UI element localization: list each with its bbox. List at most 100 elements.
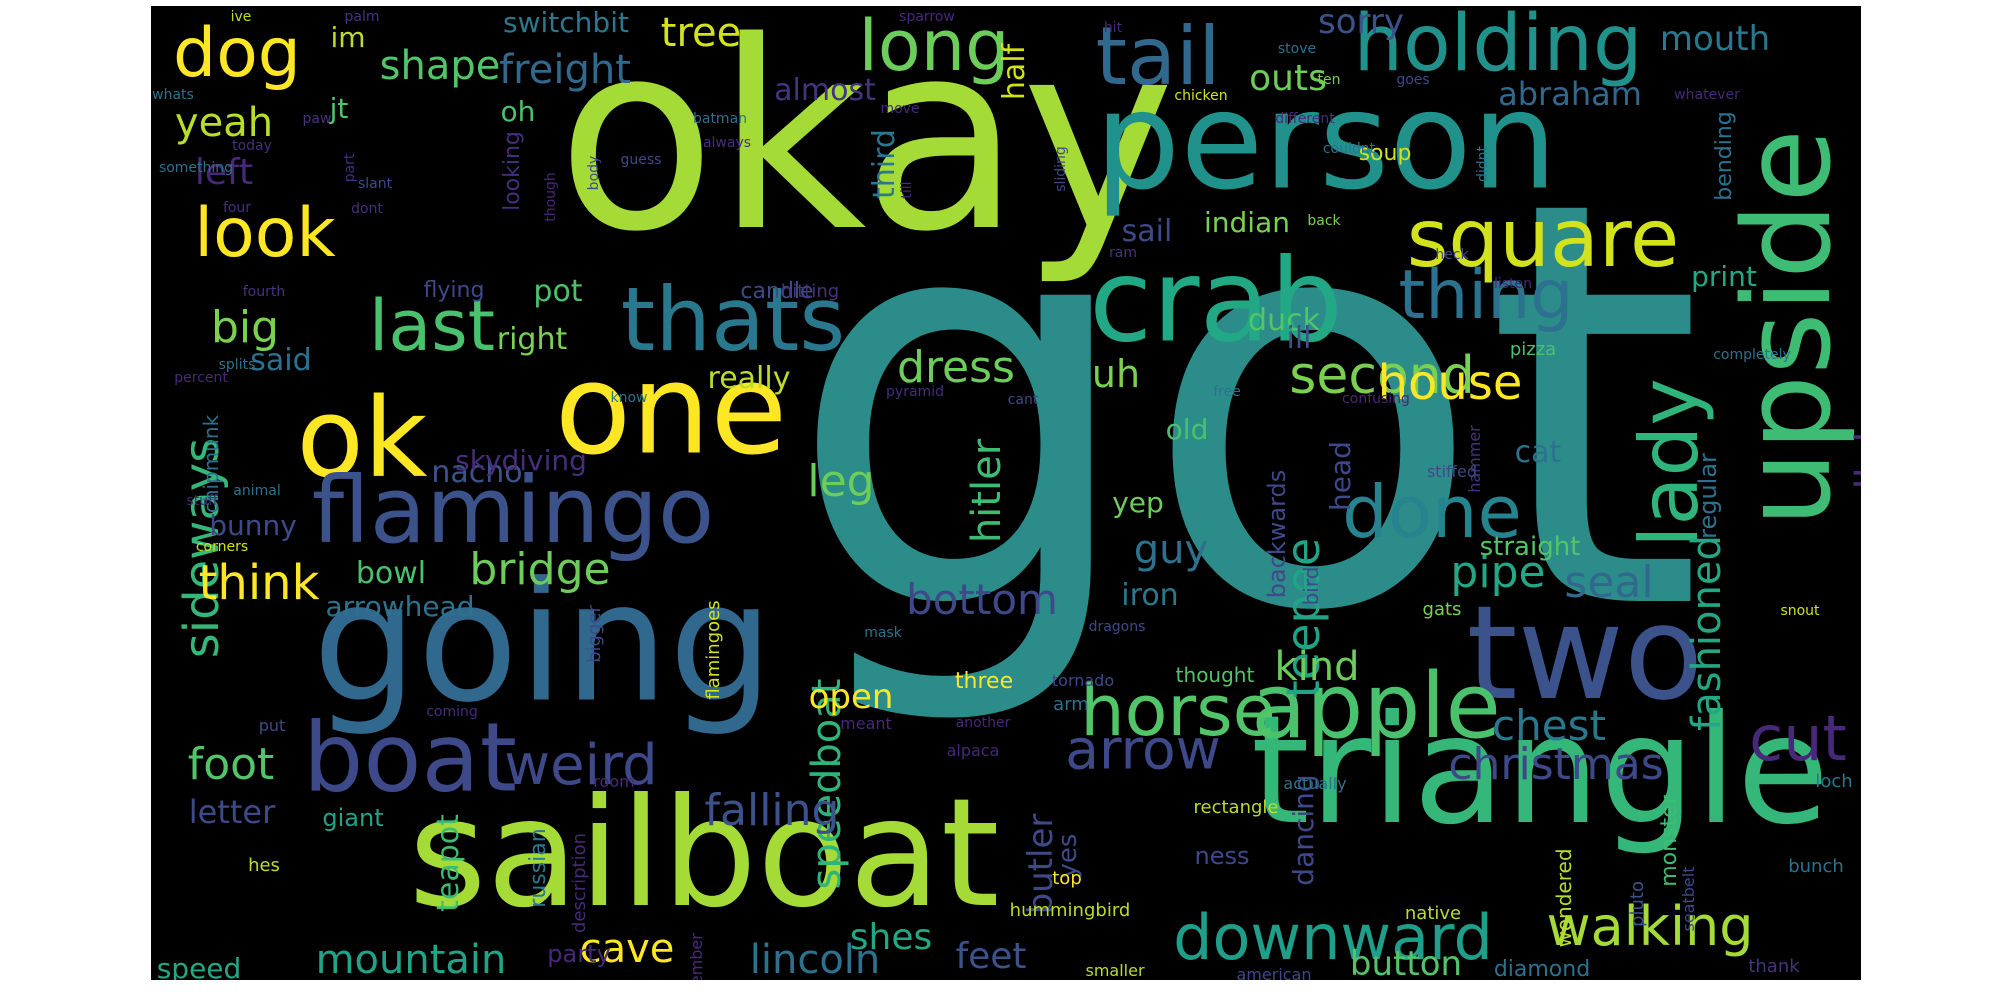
word-top: top (1052, 868, 1082, 889)
word-regular: regular (1694, 453, 1722, 539)
word-falling: falling (704, 785, 840, 836)
word-open: open (808, 677, 894, 717)
word-pipe: pipe (1450, 547, 1546, 598)
word-three: three (954, 669, 1014, 694)
word-body: body (586, 155, 602, 191)
word-palm: palm (344, 9, 380, 25)
word-nacho: nacho (431, 455, 523, 490)
word-bowl: bowl (355, 556, 427, 591)
word-room: room (593, 772, 635, 791)
word-upside: upside (1719, 128, 1858, 528)
word-back: back (1307, 213, 1341, 229)
word-gats: gats (1422, 599, 1462, 620)
word-diamond: diamond (1493, 957, 1591, 981)
word-pot: pot (533, 274, 583, 309)
word-hit: hit (1103, 20, 1123, 36)
word-flamingo: flamingo (311, 457, 715, 564)
word-duck: duck (1248, 303, 1320, 338)
word-splits: splits (218, 357, 256, 373)
word-something: something (158, 160, 234, 176)
word-foot: foot (187, 739, 275, 790)
word-percent: percent (174, 370, 228, 386)
word-till: till (899, 181, 915, 199)
word-third: third (867, 129, 902, 199)
word-thought: thought (1175, 663, 1255, 687)
word-alpaca: alpaca (946, 741, 1000, 760)
word-leg: leg (807, 456, 875, 507)
word-pluto: pluto (1627, 881, 1648, 927)
word-tornado: tornado (1051, 671, 1115, 690)
word-completely: completely (1713, 347, 1791, 363)
word-ok: ok (296, 374, 428, 502)
word-chicken: chicken (1174, 88, 1228, 104)
word-person: person (1094, 62, 1558, 220)
word-couldnt: couldnt (1322, 141, 1376, 157)
word-snout: snout (1780, 603, 1820, 619)
word-yeah: yeah (174, 100, 274, 146)
word-didnt: didnt (1475, 145, 1491, 183)
word-right: right (496, 322, 568, 357)
word-bottom: bottom (906, 575, 1058, 624)
word-party: party (547, 940, 611, 968)
word-native: native (1404, 903, 1462, 924)
word-paw: paw (302, 111, 332, 127)
word-hammer: hammer (1465, 425, 1484, 493)
word-weird: weird (504, 733, 658, 798)
word-shape: shape (379, 43, 501, 89)
word-ill: ill (1286, 321, 1312, 356)
word-said: said (250, 343, 312, 378)
word-pyramid: pyramid (886, 384, 944, 400)
word-square: square (1406, 192, 1680, 285)
word-bunch: bunch (1788, 856, 1844, 877)
word-sail: sail (1121, 214, 1173, 249)
word-mouth: mouth (1659, 19, 1771, 59)
word-bending: bending (1712, 111, 1737, 201)
word-yep: yep (1112, 486, 1164, 519)
word-giant: giant (322, 804, 384, 832)
word-old: old (1165, 413, 1209, 446)
word-put: put (258, 716, 286, 735)
word-bigger: bigger (584, 605, 605, 663)
word-dragons: dragons (1088, 619, 1146, 635)
word-move: move (880, 101, 920, 117)
word-walking: walking (1546, 895, 1754, 958)
word-button: button (1349, 944, 1463, 980)
word-christmas: christmas (1448, 739, 1664, 790)
word-dog: dog (173, 14, 301, 93)
word-goes: goes (1396, 72, 1430, 88)
word-flamingoes: flamingoes (703, 600, 724, 700)
word-cut: cut (1749, 702, 1847, 775)
word-uh: uh (1091, 352, 1141, 396)
word-lincoln: lincoln (749, 937, 881, 980)
word-switchbit: switchbit (503, 6, 629, 39)
word-shes: shes (849, 917, 933, 958)
word-boat: boat (303, 703, 517, 814)
word-actually: actually (1283, 774, 1347, 793)
word-cave: cave (579, 926, 675, 972)
word-two: two (1466, 577, 1704, 729)
word-rectangle: rectangle (1193, 797, 1279, 818)
word-guess: guess (620, 152, 662, 168)
word-arrow: arrow (1065, 717, 1221, 782)
word-hitting: hitting (780, 281, 840, 302)
word-almost: almost (774, 73, 876, 108)
word-smaller: smaller (1085, 961, 1145, 980)
word-really: really (707, 361, 791, 396)
word-candle: candle (740, 279, 814, 304)
word-another: another (955, 715, 1011, 731)
word-meant: meant (840, 714, 892, 733)
word-house: house (1377, 355, 1523, 411)
word-print: print (1691, 260, 1757, 293)
word-cant: cant (1007, 392, 1039, 408)
word-holding: holding (1353, 6, 1643, 89)
word-wondered: wondered (1552, 848, 1576, 948)
word-sliding: sliding (1053, 146, 1069, 192)
word-coming: coming (426, 704, 478, 720)
word-long: long (858, 6, 1010, 87)
word-triangle: triangle (1250, 684, 1830, 858)
word-mask: mask (864, 625, 902, 641)
word-left: left (194, 152, 254, 193)
word-hitler: hitler (964, 438, 1010, 544)
word-hes: hes (248, 855, 280, 876)
word-animal: animal (233, 483, 281, 499)
